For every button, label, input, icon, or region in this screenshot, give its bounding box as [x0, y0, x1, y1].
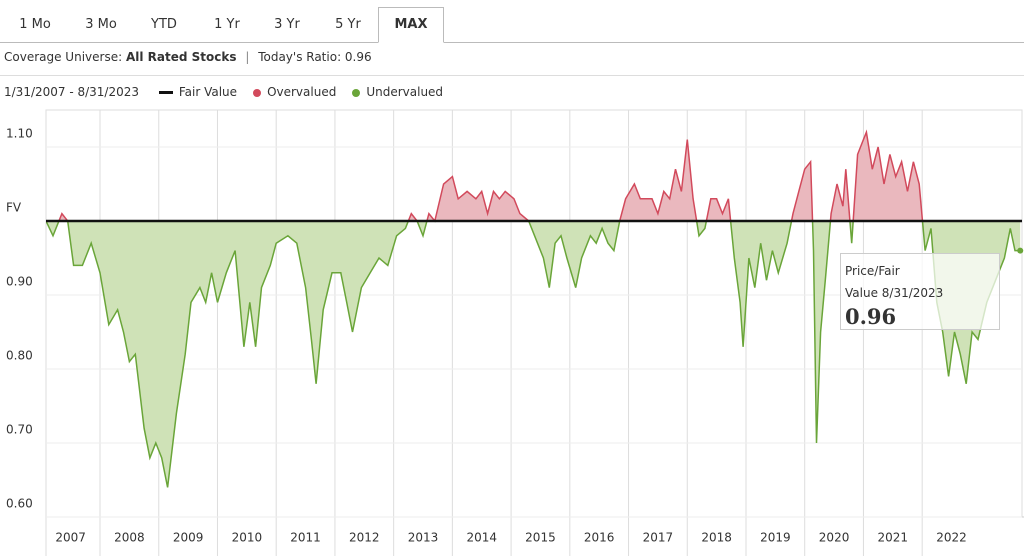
legend-item: Fair Value — [158, 85, 238, 99]
x-tick-label: 2011 — [290, 531, 321, 545]
y-tick-label: FV — [6, 201, 22, 215]
current-point — [1017, 247, 1024, 254]
tab[interactable]: 1 Yr — [214, 17, 240, 32]
x-tick-label: 2013 — [408, 531, 439, 545]
tooltip-line: Price/Fair — [845, 264, 900, 278]
header: Coverage Universe: All Rated Stocks | To… — [4, 50, 372, 64]
tab[interactable]: MAX — [378, 7, 444, 43]
legend-label: Overvalued — [267, 85, 337, 99]
legend-label: Fair Value — [178, 85, 238, 99]
legend-item: Undervalued — [352, 85, 443, 99]
universe: All Rated Stocks — [125, 50, 237, 64]
divider — [0, 75, 1024, 76]
x-tick-label: 2015 — [525, 531, 556, 545]
x-tick-label: 2008 — [114, 531, 145, 545]
over-line — [46, 129, 924, 221]
legend-swatch — [352, 88, 361, 97]
x-tick-label: 2017 — [643, 531, 674, 545]
x-tick-label: 2021 — [878, 531, 909, 545]
tab[interactable]: 1 Mo — [19, 17, 51, 32]
x-tick-label: 2012 — [349, 531, 380, 545]
tab[interactable]: 3 Yr — [274, 17, 300, 32]
under-line — [46, 221, 1021, 488]
x-tick-label: 2018 — [701, 531, 732, 545]
y-tick-label: 0.70 — [6, 423, 33, 437]
y-tick-label: 0.60 — [6, 497, 33, 511]
under-area — [46, 221, 1021, 488]
tab[interactable]: 3 Mo — [85, 17, 117, 32]
x-tick-label: 2010 — [232, 531, 263, 545]
tooltip: Price/Fair Value 8/31/2023 0.96 — [840, 253, 1000, 330]
x-tick-label: 2009 — [173, 531, 204, 545]
legend-swatch — [158, 91, 173, 94]
x-tick-label: 2022 — [936, 531, 967, 545]
x-tick-label: 2016 — [584, 531, 615, 545]
separator: | — [245, 50, 250, 64]
x-tick-label: 2014 — [466, 531, 497, 545]
x-tick-label: 2007 — [55, 531, 86, 545]
tooltip-value: 0.96 — [845, 304, 897, 329]
legend: 1/31/2007 - 8/31/2023 Fair Value Overvalu… — [4, 85, 443, 99]
date-range: 1/31/2007 - 8/31/2023 — [4, 85, 140, 99]
y-tick-label: 0.90 — [6, 275, 33, 289]
x-tick-label: 2020 — [819, 531, 850, 545]
x-tick-label: 2019 — [760, 531, 791, 545]
legend-item: Overvalued — [253, 85, 336, 99]
tab[interactable]: YTD — [151, 17, 177, 32]
tab-bar: 1 Mo 3 Mo YTD 1 Yr 3 Yr 5 Yr MAX — [0, 7, 1024, 43]
legend-swatch — [253, 88, 262, 97]
legend-label: Undervalued — [366, 85, 444, 99]
y-tick-label: 0.80 — [6, 349, 33, 363]
universe-label: Coverage Universe: — [4, 50, 123, 64]
ratio: Today's Ratio: 0.96 — [258, 50, 372, 64]
tooltip-line: Value 8/31/2023 — [845, 286, 944, 300]
tab[interactable]: 5 Yr — [335, 17, 361, 32]
y-tick-label: 1.10 — [6, 127, 33, 141]
